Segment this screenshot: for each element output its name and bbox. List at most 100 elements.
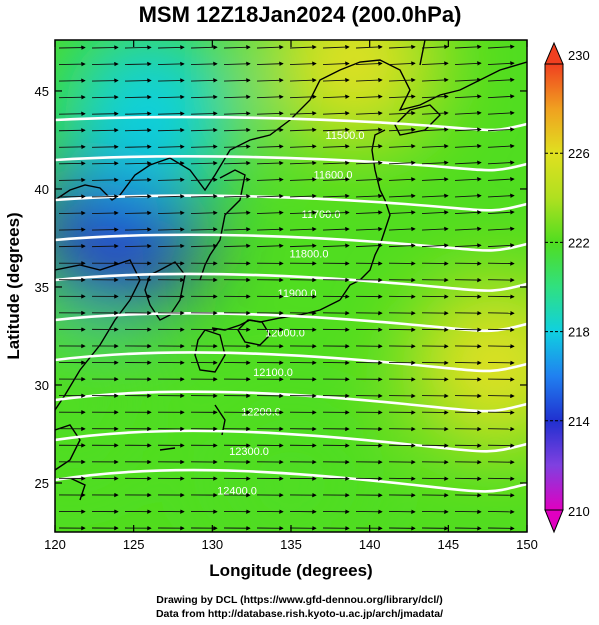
wind-vector: [421, 177, 449, 182]
colorbar-fill: [544, 63, 564, 511]
wind-vector: [487, 210, 515, 215]
wind-vector: [289, 210, 317, 215]
y-tick-label: 25: [35, 476, 49, 491]
contour-label: 11500.0: [326, 130, 365, 142]
wind-vector: [421, 94, 449, 99]
plot-area: 11500.0 11600.0 11700.0 11800.0 11900.0 12000…: [55, 40, 527, 532]
wind-vector: [124, 227, 152, 232]
wind-vector: [157, 243, 185, 249]
wind-vector: [256, 44, 284, 50]
wind-vector: [289, 243, 317, 249]
wind-vector: [388, 61, 416, 66]
wind-vector: [355, 210, 383, 215]
wind-vector: [190, 78, 218, 83]
wind-vector: [223, 144, 251, 149]
credit-data: Data from http://database.rish.kyoto-u.a…: [155, 608, 444, 620]
wind-vector: [289, 94, 317, 100]
wind-vector: [454, 61, 482, 66]
wind-vector: [223, 94, 251, 100]
wind-vector: [322, 77, 350, 83]
wind-vector: [58, 227, 86, 232]
wind-vector: [322, 177, 350, 182]
contour-label: 11900.0: [278, 288, 317, 300]
colorbar: 210 214 218 222 226 230: [544, 41, 590, 534]
wind-vector: [223, 45, 251, 50]
wind-vector: [421, 110, 449, 116]
wind-vector: [190, 127, 218, 133]
wind-vector: [421, 44, 449, 50]
colorbar-tick-label: 214: [568, 414, 590, 429]
credit-drawing: Drawing by DCL (https://www.gfd-dennou.o…: [156, 594, 443, 606]
wind-vector: [256, 193, 284, 199]
wind-vector: [487, 143, 515, 149]
wind-vector: [91, 194, 119, 199]
wind-vector: [91, 94, 119, 100]
wind-vector: [124, 61, 152, 67]
contour-line: [55, 390, 527, 413]
wind-vector: [421, 61, 449, 66]
wind-vector: [322, 94, 350, 99]
wind-vector: [157, 45, 185, 50]
wind-vector: [322, 243, 350, 248]
contour-line: [55, 272, 527, 292]
wind-vector: [388, 77, 416, 83]
wind-vector: [454, 143, 482, 149]
wind-vector: [223, 177, 251, 182]
colorbar-top-triangle: [544, 41, 564, 65]
contour-label: 12000.0: [265, 328, 305, 340]
wind-vector: [58, 61, 86, 67]
wind-vector: [421, 210, 449, 215]
wind-vector: [223, 111, 251, 116]
wind-vector: [355, 160, 383, 166]
wind-vector: [157, 161, 185, 166]
contour-line: [55, 155, 527, 172]
wind-vector: [190, 61, 218, 67]
wind-vector: [124, 177, 152, 183]
colorbar-tick-label: 222: [568, 235, 590, 250]
wind-vector: [124, 161, 152, 166]
wind-vector: [124, 144, 152, 150]
wind-vector: [322, 160, 350, 166]
colorbar-tick-label: 210: [568, 504, 590, 519]
y-axis-ticks: 25 30 35 40 45: [35, 84, 527, 491]
wind-vector: [487, 94, 515, 99]
wind-vector: [58, 78, 86, 83]
x-tick-label: 135: [280, 537, 302, 552]
y-tick-label: 40: [35, 182, 49, 197]
wind-vector: [190, 243, 218, 249]
y-tick-label: 30: [35, 378, 49, 393]
wind-vector: [223, 61, 251, 67]
contour-line: [55, 468, 527, 493]
wind-vector: [91, 45, 119, 50]
contour-line: [55, 115, 527, 132]
wind-vector: [355, 94, 383, 99]
wind-vector: [58, 161, 86, 166]
wind-vector: [355, 144, 383, 149]
wind-vector: [454, 177, 482, 182]
wind-vector: [124, 45, 152, 50]
wind-vector: [322, 210, 350, 215]
wind-vector: [157, 61, 185, 67]
wind-vector: [223, 160, 251, 166]
wind-vector: [223, 210, 251, 216]
temperature-field: [55, 40, 527, 532]
wind-vector: [322, 144, 350, 149]
wind-vector: [223, 193, 251, 199]
wind-vector: [388, 44, 416, 50]
wind-vector: [124, 194, 152, 199]
wind-vector: [388, 243, 416, 248]
wind-vector: [421, 127, 449, 132]
wind-vector: [355, 127, 383, 133]
wind-vector: [190, 45, 218, 50]
wind-vector: [157, 227, 185, 232]
wind-vector: [91, 161, 119, 166]
wind-vector: [487, 193, 515, 198]
wind-vector: [256, 111, 284, 116]
wind-vector: [355, 243, 383, 248]
wind-vector: [322, 193, 350, 199]
wind-vector: [190, 94, 218, 100]
wind-vector: [454, 193, 482, 199]
x-axis-label: Longitude (degrees): [209, 561, 372, 580]
x-tick-label: 150: [516, 537, 538, 552]
wind-vector: [487, 77, 515, 83]
